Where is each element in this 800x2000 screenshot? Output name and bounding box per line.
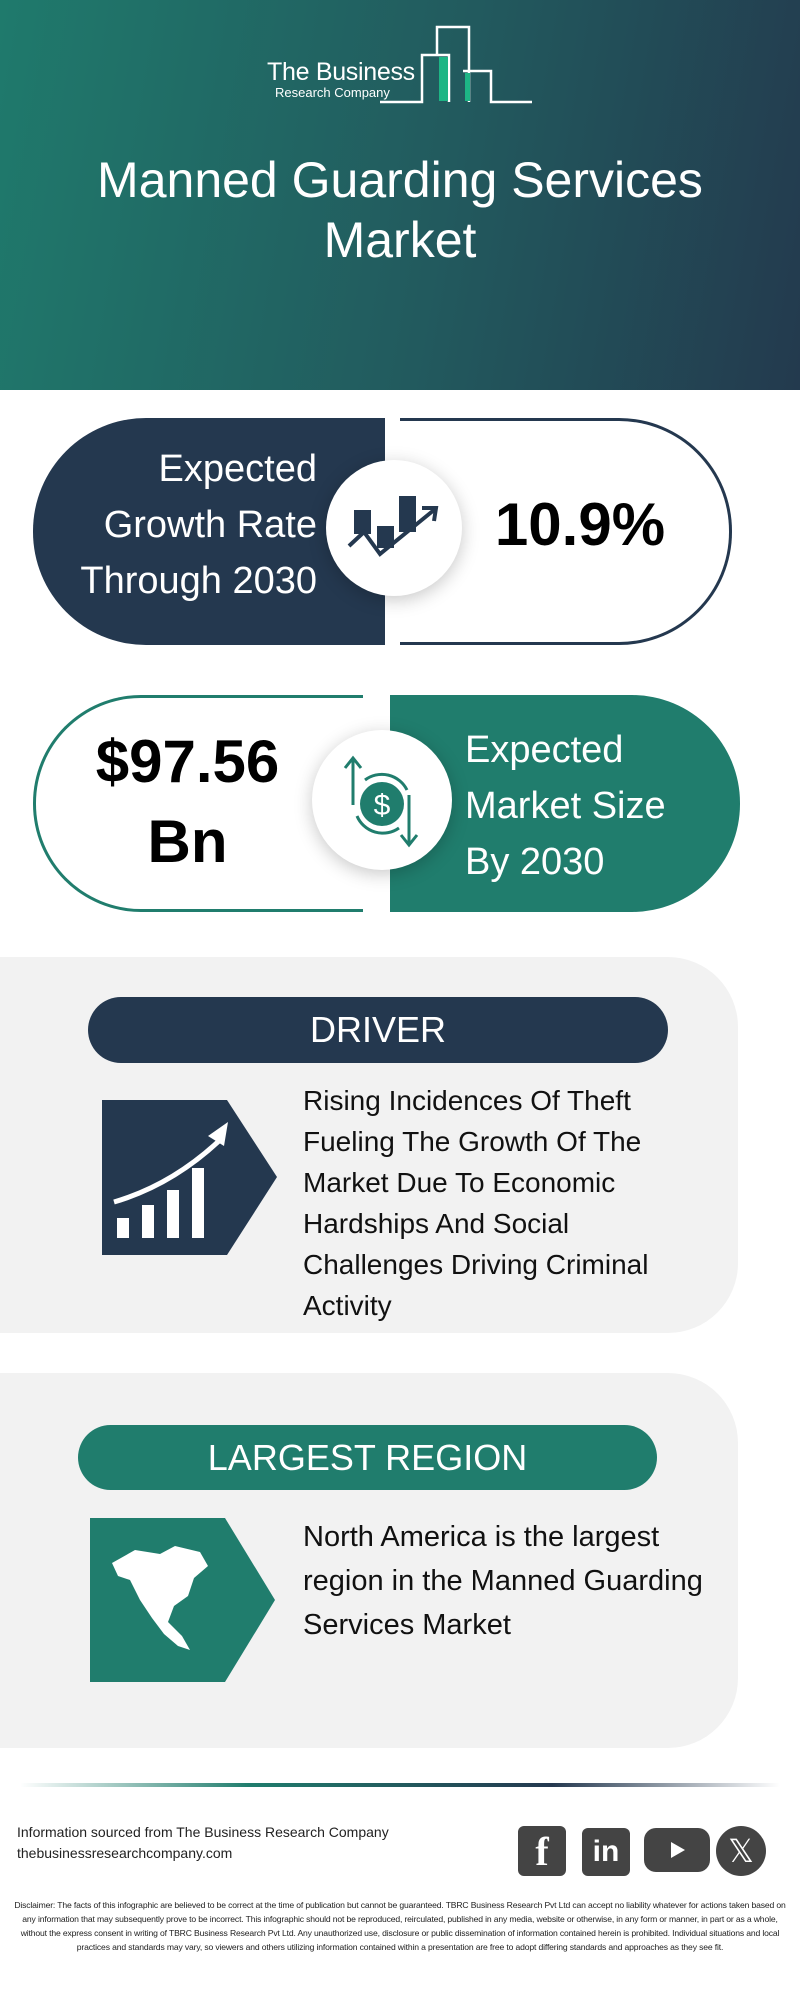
company-logo: The Business Research Company	[265, 25, 535, 110]
source-text: Information sourced from The Business Re…	[17, 1824, 389, 1840]
linkedin-icon[interactable]: in	[582, 1828, 630, 1876]
market-size-unit: Bn	[147, 808, 228, 875]
market-size-label: Expected Market Size By 2030	[465, 729, 666, 883]
market-size-value-panel	[33, 695, 363, 912]
north-america-map-icon	[90, 1518, 275, 1687]
region-text: North America is the largest region in t…	[303, 1521, 703, 1641]
growth-label: Expected Growth Rate Through 2030	[80, 448, 317, 602]
logo-text-line1: The Business	[267, 58, 415, 86]
growth-value: 10.9%	[494, 491, 666, 558]
website-link[interactable]: thebusinessresearchcompany.com	[17, 1845, 233, 1861]
header-banner: The Business Research Company Manned Gua…	[0, 0, 800, 390]
market-size-amount: $97.56	[95, 728, 280, 795]
rising-bar-chart-icon	[102, 1100, 277, 1260]
dollar-exchange-icon: $	[312, 730, 452, 870]
page-title: Manned Guarding Services Market	[97, 152, 703, 268]
market-size-value: $97.56 Bn	[70, 722, 305, 882]
svg-text:$: $	[374, 789, 391, 822]
disclaimer: Disclaimer: The facts of this infographi…	[14, 1900, 786, 1952]
x-icon[interactable]: 𝕏	[716, 1826, 766, 1876]
facebook-icon[interactable]: f	[518, 1826, 566, 1876]
driver-heading: DRIVER	[88, 997, 668, 1063]
region-heading: LARGEST REGION	[78, 1425, 657, 1490]
buildings-logo-icon	[380, 25, 532, 104]
source-info: Information sourced from The Business Re…	[17, 1822, 389, 1864]
logo-text-line2: Research Company	[275, 85, 390, 100]
growth-chart-icon	[326, 460, 462, 596]
growth-value-panel	[400, 418, 732, 645]
driver-text: Rising Incidences Of Theft Fueling The G…	[303, 1085, 649, 1321]
footer-divider	[20, 1783, 780, 1787]
youtube-icon[interactable]	[644, 1828, 710, 1872]
